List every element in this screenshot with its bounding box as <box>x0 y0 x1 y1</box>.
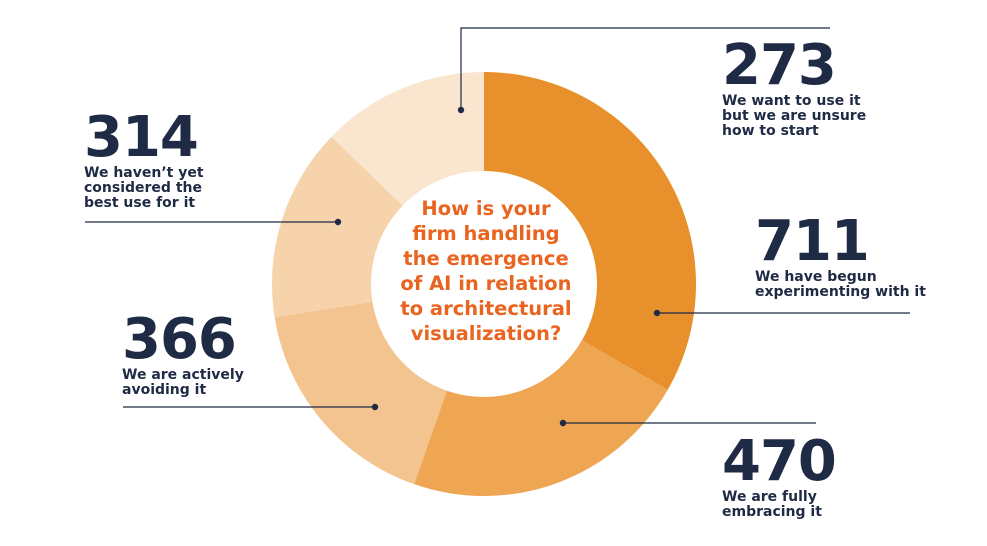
leader-366-dot <box>371 403 379 411</box>
data-label-value: 314 <box>84 105 199 170</box>
label-470: 470 We are fully embracing it <box>722 429 837 520</box>
chart-title-line: to architectural <box>400 297 572 320</box>
data-label-value: 273 <box>722 33 837 98</box>
chart-title-line: visualization? <box>410 322 562 345</box>
chart-title: How is your firm handling the emergence … <box>380 196 592 346</box>
donut-slice-366 <box>274 301 447 485</box>
data-label-value: 470 <box>722 429 837 494</box>
data-label-text: We are actively avoiding it <box>122 367 244 398</box>
donut-slice-314 <box>272 136 403 318</box>
leader-273-dot <box>457 106 465 114</box>
leader-314-dot <box>334 218 342 226</box>
data-label-text: We want to use it but we are unsure how … <box>722 93 867 139</box>
label-366: 366 We are actively avoiding it <box>122 312 244 398</box>
data-label-value: 711 <box>755 209 870 274</box>
label-711: 711 We have begun experimenting with it <box>755 214 926 300</box>
label-273: 273 We want to use it but we are unsure … <box>722 38 866 139</box>
chart-title-line: of AI in relation <box>400 272 572 295</box>
chart-title-line: the emergence <box>403 247 569 270</box>
leader-711-dot <box>653 309 661 317</box>
donut-slice-273 <box>331 72 484 206</box>
chart-title-line: firm handling <box>412 222 560 245</box>
donut-slice-711 <box>484 72 696 390</box>
donut-slice-470 <box>414 340 668 497</box>
data-label-text: We haven’t yet considered the best use f… <box>84 165 204 211</box>
leader-470-dot <box>559 419 567 427</box>
leader-273 <box>460 27 830 110</box>
chart-title-line: How is your <box>421 197 551 220</box>
data-label-value: 366 <box>122 307 237 372</box>
label-314: 314 We haven’t yet considered the best u… <box>84 110 204 211</box>
data-label-text: We have begun experimenting with it <box>755 269 926 300</box>
data-label-text: We are fully embracing it <box>722 489 822 520</box>
